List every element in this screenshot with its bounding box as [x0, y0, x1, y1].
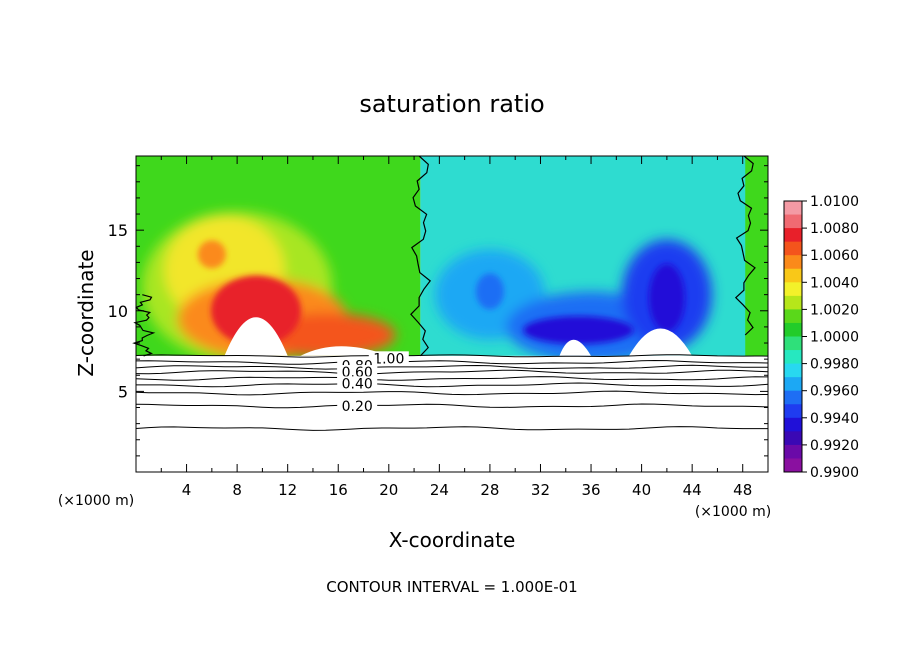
colorbar-swatch [784, 350, 802, 365]
contour-line-1.00 [135, 354, 769, 358]
colorbar-label: 0.9920 [810, 438, 859, 454]
chart-title: saturation ratio [359, 90, 544, 118]
y-axis-label: Z-coordinate [74, 249, 98, 376]
x-tick-label: 40 [632, 481, 651, 499]
colorbar-swatch [784, 322, 802, 337]
field-blob [475, 273, 504, 310]
x-tick-label: 48 [733, 481, 752, 499]
contour-line-1.00-vertical [132, 294, 156, 357]
colorbar-swatch [784, 377, 802, 392]
field-blob [523, 316, 634, 345]
colorbar-swatch [784, 282, 802, 297]
colorbar-swatch [784, 458, 802, 473]
x-tick-label: 44 [683, 481, 702, 499]
colorbar-swatch [784, 201, 802, 216]
colorbar-swatch [784, 255, 802, 270]
cloud-region [628, 328, 693, 356]
x-unit-right: (×1000 m) [695, 504, 771, 520]
x-tick-label: 28 [480, 481, 499, 499]
contour-line-1.00-vertical [410, 155, 432, 357]
colorbar-label: 1.0020 [810, 302, 859, 318]
colorbar-swatch [784, 390, 802, 405]
x-tick-label: 24 [430, 481, 449, 499]
contour-line [135, 376, 769, 381]
contour-interval-footer: CONTOUR INTERVAL = 1.000E-01 [326, 578, 577, 596]
cloud-region [300, 346, 389, 356]
contour-label: 0.20 [342, 399, 373, 415]
x-tick-label: 20 [379, 481, 398, 499]
field-blob [197, 240, 226, 269]
colorbar-swatch [784, 268, 802, 283]
colorbar-label: 0.9960 [810, 384, 859, 400]
colorbar-label: 1.0060 [810, 248, 859, 264]
colorbar-swatch [784, 214, 802, 229]
colorbar-label: 1.0100 [810, 194, 859, 210]
colorbar-label: 1.0040 [810, 275, 859, 291]
colorbar: 1.0100 1.0080 1.0060 1.0040 1.0020 1.0000 0.99… [783, 194, 859, 481]
colorbar-swatch [784, 363, 802, 378]
colorbar-label: 1.0080 [810, 221, 859, 237]
contour-label-bg [337, 376, 378, 390]
y-tick-label: 15 [108, 221, 128, 240]
field-blob [211, 275, 302, 346]
contour-line-1.00-vertical [734, 155, 756, 336]
contour-label: 1.00 [373, 351, 404, 367]
x-unit-left: (×1000 m) [58, 493, 134, 509]
contour-line [135, 369, 769, 375]
contour-line [135, 364, 768, 370]
y-tick-label: 10 [108, 302, 128, 321]
cloud-region [559, 339, 592, 356]
colorbar-label: 0.9940 [810, 411, 859, 427]
colorbar-label: 0.9980 [810, 357, 859, 373]
contour-line [135, 390, 769, 396]
x-axis-label: X-coordinate [389, 528, 516, 552]
contour-line [135, 359, 769, 365]
contour-label-bg [337, 365, 378, 379]
colorbar-swatch [784, 309, 802, 324]
plot-frame [135, 155, 769, 473]
colorbar-swatch [784, 241, 802, 256]
x-tick-label: 4 [182, 481, 192, 499]
colorbar-swatch [784, 431, 802, 446]
contour-lines: 1.000.800.600.400.20 [132, 155, 769, 431]
saturation-field [136, 156, 768, 356]
x-tick-label: 12 [278, 481, 297, 499]
colorbar-swatch [784, 404, 802, 419]
x-tick-label: 8 [232, 481, 242, 499]
colorbar-label: 1.0000 [810, 330, 859, 346]
contour-line [135, 426, 768, 431]
colorbar-label: 0.9900 [810, 465, 859, 481]
contour-label-bg [337, 398, 378, 412]
field-right-edge-bg [745, 156, 768, 356]
contour-line [136, 382, 769, 388]
field-blob [648, 263, 685, 332]
cloud-region [224, 317, 288, 356]
colorbar-swatch [784, 228, 802, 243]
colorbar-swatch [784, 295, 802, 310]
colorbar-swatch [784, 444, 802, 459]
contour-line [135, 403, 769, 409]
x-tick-label: 36 [581, 481, 600, 499]
x-tick-label: 16 [329, 481, 348, 499]
x-tick-label: 32 [531, 481, 550, 499]
contour-label-bg [368, 351, 409, 365]
y-tick-label: 5 [118, 382, 128, 401]
colorbar-swatch [784, 417, 802, 432]
colorbar-swatch [784, 336, 802, 351]
contour-label: 0.40 [342, 376, 373, 392]
